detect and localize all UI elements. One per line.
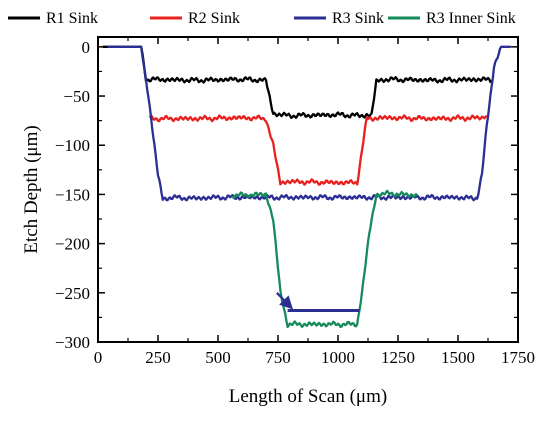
- series-layer: [102, 45, 511, 329]
- legend-label: R1 Sink: [46, 10, 98, 27]
- y-tick-label: 0: [82, 38, 91, 57]
- annotation-layer: [276, 292, 360, 313]
- legend-label: R2 Sink: [188, 10, 240, 27]
- series-line-r3-sink: [107, 45, 511, 202]
- y-axis: 0 −50 −100 −150 −200 −250 −300: [55, 38, 518, 352]
- y-tick-label: −250: [55, 284, 90, 303]
- y-tick-label: −50: [63, 87, 90, 106]
- x-tick-label: 1500: [441, 348, 475, 367]
- series-line-r2-sink: [148, 114, 488, 186]
- legend-label: R3 Inner Sink: [426, 10, 516, 27]
- legend: R1 Sink R2 Sink R3 Sink R3 Inner Sink: [8, 10, 516, 27]
- y-tick-label: −300: [55, 333, 90, 352]
- y-tick-label: −100: [55, 136, 90, 155]
- x-tick-label: 250: [145, 348, 171, 367]
- x-tick-label: 1750: [501, 348, 535, 367]
- y-tick-label: −150: [55, 185, 90, 204]
- series-line-r1-sink: [102, 45, 493, 119]
- x-tick-label: 500: [205, 348, 231, 367]
- x-axis: 0 250 500 750 1000 1250 1500 1750: [94, 37, 535, 367]
- y-axis-title: Etch Depth (μm): [21, 125, 42, 253]
- x-tick-label: 1250: [381, 348, 415, 367]
- x-tick-label: 0: [94, 348, 103, 367]
- x-tick-label: 750: [265, 348, 291, 367]
- legend-label: R3 Sink: [332, 10, 384, 27]
- x-tick-label: 1000: [321, 348, 355, 367]
- depth-marker-arrow: [276, 292, 294, 310]
- y-tick-label: −200: [55, 235, 90, 254]
- series-line-r3-inner-sink: [231, 189, 419, 329]
- x-axis-title: Length of Scan (μm): [229, 386, 387, 407]
